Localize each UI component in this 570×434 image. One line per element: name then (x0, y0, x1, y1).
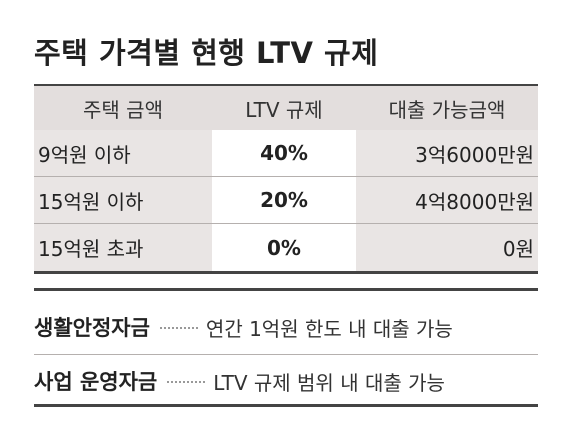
ltv-table: 주택 금액 LTV 규제 대출 가능금액 9억원 이하 40% 3억6000만원… (34, 86, 538, 271)
middle-rule-2 (34, 288, 538, 291)
cell-price: 9억원 이하 (34, 130, 212, 176)
table-row: 9억원 이하 40% 3억6000만원 (34, 130, 538, 177)
header-amount: 대출 가능금액 (388, 97, 506, 122)
bottom-rule (34, 404, 538, 407)
note-label: 생활안정자금 (34, 316, 150, 340)
note-divider (34, 354, 538, 355)
page-title: 주택 가격별 현행 LTV 규제 (34, 36, 379, 70)
note-label: 사업 운영자금 (34, 370, 158, 394)
table-row: 15억원 초과 0% 0원 (34, 224, 538, 271)
note-living-funds: 생활안정자금 연간 1억원 한도 내 대출 가능 (34, 307, 538, 347)
middle-rule (34, 271, 538, 274)
cell-ltv: 40% (212, 130, 356, 176)
top-rule (34, 84, 538, 87)
note-business-funds: 사업 운영자금 LTV 규제 범위 내 대출 가능 (34, 361, 538, 401)
cell-amount: 4억8000만원 (356, 177, 538, 223)
dotted-leader (159, 327, 198, 329)
header-ltv: LTV 규제 (245, 97, 323, 122)
cell-amount: 3억6000만원 (356, 130, 538, 176)
cell-ltv: 0% (212, 224, 356, 271)
table-row: 15억원 이하 20% 4억8000만원 (34, 177, 538, 224)
note-text: LTV 규제 범위 내 대출 가능 (213, 370, 445, 395)
cell-price: 15억원 이하 (34, 177, 212, 223)
dotted-leader (167, 381, 206, 383)
cell-price: 15억원 초과 (34, 224, 212, 271)
note-text: 연간 1억원 한도 내 대출 가능 (205, 316, 453, 341)
cell-ltv: 20% (212, 177, 356, 223)
cell-amount: 0원 (356, 224, 538, 271)
header-price: 주택 금액 (83, 97, 163, 122)
table-header: 주택 금액 LTV 규제 대출 가능금액 (34, 86, 538, 130)
